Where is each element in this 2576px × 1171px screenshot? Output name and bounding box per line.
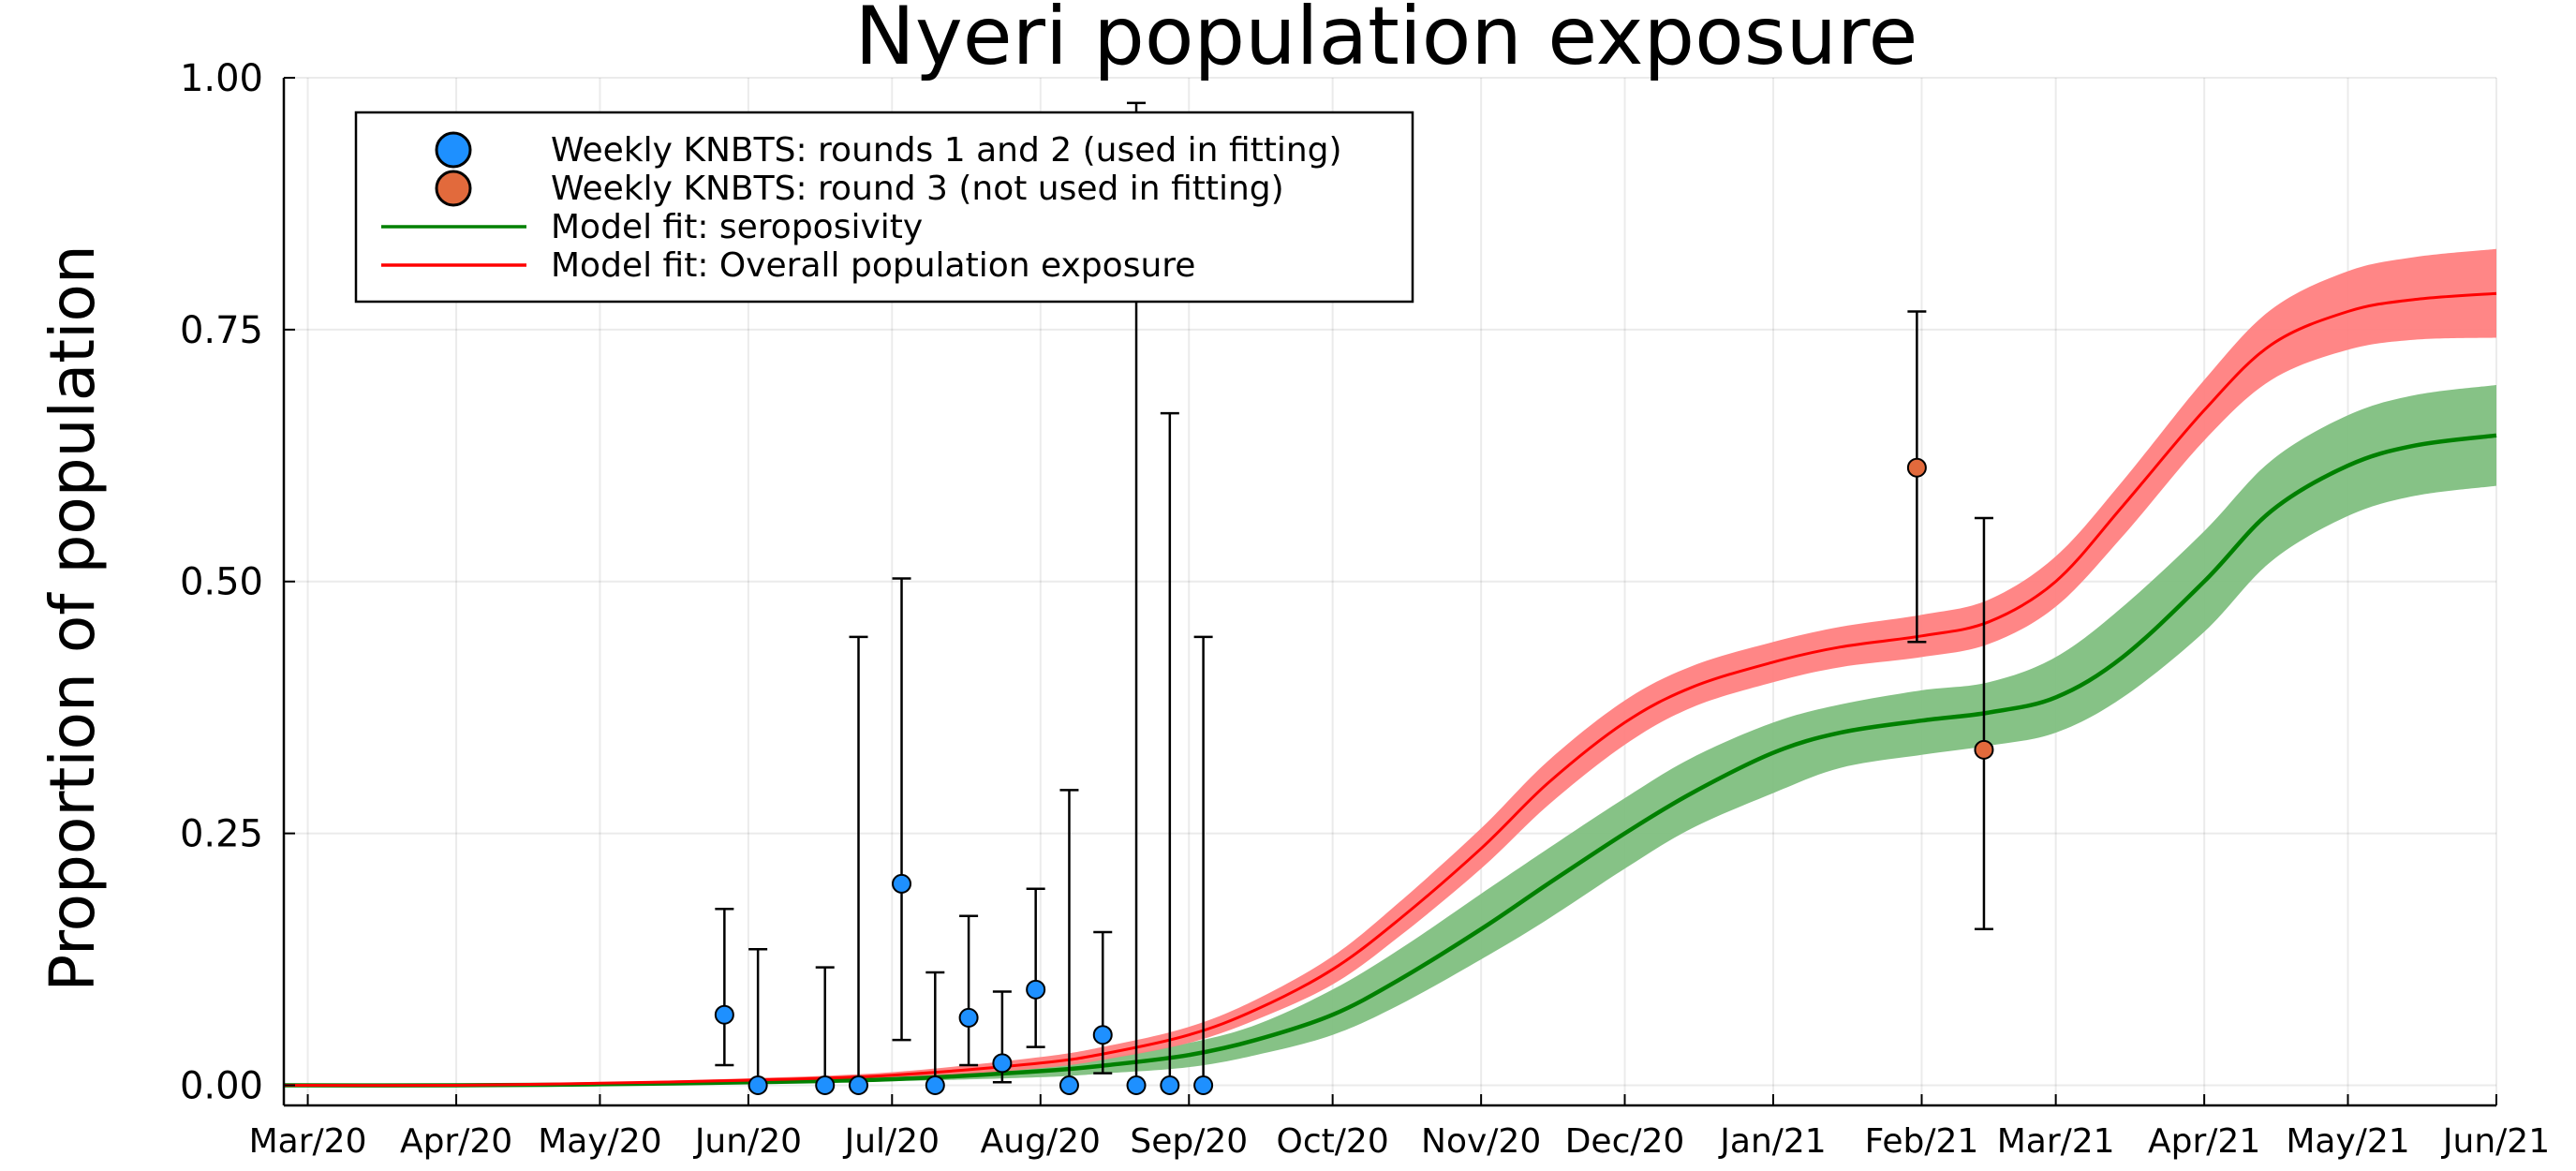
x-tick-label: Mar/21 (1997, 1122, 2115, 1161)
x-tick-label: Sep/20 (1130, 1122, 1248, 1161)
legend-label: Model fit: Overall population exposure (551, 246, 1195, 285)
legend-marker (435, 131, 472, 169)
x-tick-label: May/20 (538, 1122, 661, 1161)
x-tick-label: Aug/20 (981, 1122, 1101, 1161)
x-tick-label: Feb/21 (1865, 1122, 1979, 1161)
legend-box (354, 111, 1414, 304)
legend-label: Weekly KNBTS: rounds 1 and 2 (used in fi… (551, 131, 1342, 170)
data-point (815, 1075, 836, 1095)
data-point (925, 1075, 945, 1095)
x-tick-label: Jun/21 (2441, 1122, 2550, 1161)
data-point (1092, 1025, 1113, 1045)
y-tick-label: 1.00 (180, 57, 263, 100)
x-tick-label: Apr/20 (400, 1122, 512, 1161)
data-point (1906, 457, 1927, 478)
legend: Weekly KNBTS: rounds 1 and 2 (used in fi… (354, 111, 1414, 304)
data-point (748, 1075, 768, 1095)
model-line (283, 433, 2497, 1088)
data-point (1160, 1075, 1180, 1095)
data-point (714, 1004, 734, 1025)
x-tick-label: May/21 (2286, 1122, 2409, 1161)
x-tick-label: Oct/20 (1277, 1122, 1389, 1161)
chart-title: Nyeri population exposure (855, 0, 1918, 83)
y-tick-label: 0.75 (180, 309, 263, 352)
confidence-band (284, 385, 2496, 1086)
x-tick-label: Jun/20 (693, 1122, 802, 1161)
x-tick-label: Mar/20 (249, 1122, 367, 1161)
x-tick-label: Dec/20 (1565, 1122, 1685, 1161)
data-point (1059, 1075, 1079, 1095)
confidence-bands (284, 248, 2496, 1086)
y-tick-label: 0.25 (180, 813, 263, 856)
x-tick-label: Jul/20 (843, 1122, 940, 1161)
data-point (849, 1075, 869, 1095)
y-axis-label: Proportion of population (37, 245, 109, 991)
confidence-band (284, 248, 2496, 1086)
data-point (1193, 1075, 1214, 1095)
data-point (1026, 979, 1046, 1000)
y-tick-label: 0.00 (180, 1064, 263, 1107)
legend-marker (435, 170, 472, 207)
legend-label: Weekly KNBTS: round 3 (not used in fitti… (551, 170, 1284, 208)
x-tick-label: Apr/21 (2148, 1122, 2260, 1161)
data-point (1126, 1075, 1147, 1095)
data-points (714, 457, 1994, 1095)
axes: Mar/20 Apr/20 May/20 Jun/20 Jul/20 Aug/20 Sep/… (180, 57, 2550, 1161)
data-point (1974, 739, 1994, 760)
legend-label: Model fit: seroposivity (551, 208, 923, 246)
data-point (892, 873, 912, 894)
y-tick-label: 0.50 (180, 561, 263, 604)
x-tick-label: Jan/21 (1718, 1122, 1826, 1161)
model-lines (283, 291, 2497, 1088)
model-line (283, 291, 2497, 1088)
data-point (958, 1007, 979, 1028)
x-tick-label: Nov/20 (1421, 1122, 1541, 1161)
data-point (992, 1053, 1013, 1074)
